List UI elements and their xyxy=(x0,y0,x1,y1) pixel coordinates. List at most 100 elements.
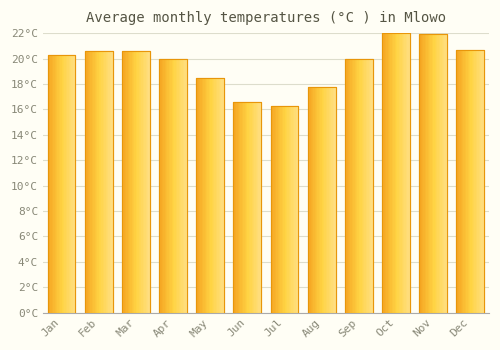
Bar xyxy=(425,35,426,313)
Bar xyxy=(462,50,464,313)
Bar xyxy=(398,33,399,313)
Bar xyxy=(257,102,258,313)
Bar xyxy=(382,33,384,313)
Bar xyxy=(49,55,50,313)
Bar xyxy=(85,51,86,313)
Bar xyxy=(94,51,96,313)
Bar xyxy=(102,51,103,313)
Bar xyxy=(146,51,147,313)
Bar xyxy=(404,33,406,313)
Bar xyxy=(474,50,476,313)
Bar xyxy=(243,102,244,313)
Bar xyxy=(430,35,432,313)
Bar xyxy=(110,51,112,313)
Bar xyxy=(468,50,469,313)
Bar xyxy=(222,78,224,313)
Bar xyxy=(470,50,472,313)
Bar xyxy=(385,33,386,313)
Bar xyxy=(212,78,213,313)
Bar xyxy=(92,51,93,313)
Bar xyxy=(330,86,332,313)
Bar xyxy=(332,86,333,313)
Bar xyxy=(107,51,108,313)
Bar xyxy=(476,50,478,313)
Bar xyxy=(90,51,92,313)
Bar xyxy=(297,106,298,313)
Bar xyxy=(103,51,104,313)
Bar xyxy=(279,106,280,313)
Bar xyxy=(48,55,76,313)
Bar xyxy=(147,51,148,313)
Bar xyxy=(276,106,278,313)
Bar xyxy=(66,55,67,313)
Bar xyxy=(176,58,177,313)
Bar xyxy=(140,51,141,313)
Bar xyxy=(323,86,324,313)
Bar xyxy=(436,35,438,313)
Bar xyxy=(142,51,143,313)
Bar xyxy=(138,51,140,313)
Bar xyxy=(96,51,98,313)
Bar xyxy=(426,35,428,313)
Bar xyxy=(132,51,133,313)
Bar xyxy=(345,58,373,313)
Bar xyxy=(473,50,474,313)
Bar xyxy=(469,50,470,313)
Bar xyxy=(438,35,440,313)
Bar xyxy=(320,86,322,313)
Bar xyxy=(238,102,239,313)
Bar xyxy=(162,58,164,313)
Bar xyxy=(88,51,89,313)
Bar xyxy=(100,51,102,313)
Bar xyxy=(286,106,288,313)
Bar xyxy=(326,86,327,313)
Bar xyxy=(196,78,224,313)
Bar xyxy=(458,50,459,313)
Bar xyxy=(292,106,293,313)
Bar xyxy=(234,102,235,313)
Bar xyxy=(483,50,484,313)
Bar xyxy=(312,86,314,313)
Bar xyxy=(48,55,49,313)
Bar xyxy=(128,51,129,313)
Bar xyxy=(72,55,74,313)
Bar xyxy=(217,78,218,313)
Bar xyxy=(106,51,107,313)
Bar xyxy=(407,33,408,313)
Bar xyxy=(270,106,272,313)
Bar xyxy=(183,58,184,313)
Bar xyxy=(394,33,396,313)
Bar xyxy=(122,51,150,313)
Bar xyxy=(442,35,443,313)
Bar xyxy=(434,35,436,313)
Bar xyxy=(440,35,442,313)
Bar xyxy=(58,55,59,313)
Bar xyxy=(177,58,178,313)
Bar xyxy=(293,106,294,313)
Bar xyxy=(444,35,446,313)
Bar xyxy=(389,33,390,313)
Title: Average monthly temperatures (°C ) in Mlowo: Average monthly temperatures (°C ) in Ml… xyxy=(86,11,446,25)
Bar xyxy=(60,55,62,313)
Bar xyxy=(480,50,482,313)
Bar xyxy=(210,78,212,313)
Bar xyxy=(168,58,169,313)
Bar xyxy=(220,78,222,313)
Bar xyxy=(386,33,388,313)
Bar xyxy=(159,58,187,313)
Bar xyxy=(456,50,458,313)
Bar xyxy=(59,55,60,313)
Bar xyxy=(472,50,473,313)
Bar xyxy=(198,78,199,313)
Bar xyxy=(359,58,360,313)
Bar xyxy=(316,86,318,313)
Bar xyxy=(464,50,466,313)
Bar xyxy=(129,51,130,313)
Bar xyxy=(159,58,187,313)
Bar xyxy=(370,58,372,313)
Bar xyxy=(253,102,254,313)
Bar xyxy=(74,55,76,313)
Bar xyxy=(133,51,134,313)
Bar xyxy=(324,86,326,313)
Bar xyxy=(372,58,373,313)
